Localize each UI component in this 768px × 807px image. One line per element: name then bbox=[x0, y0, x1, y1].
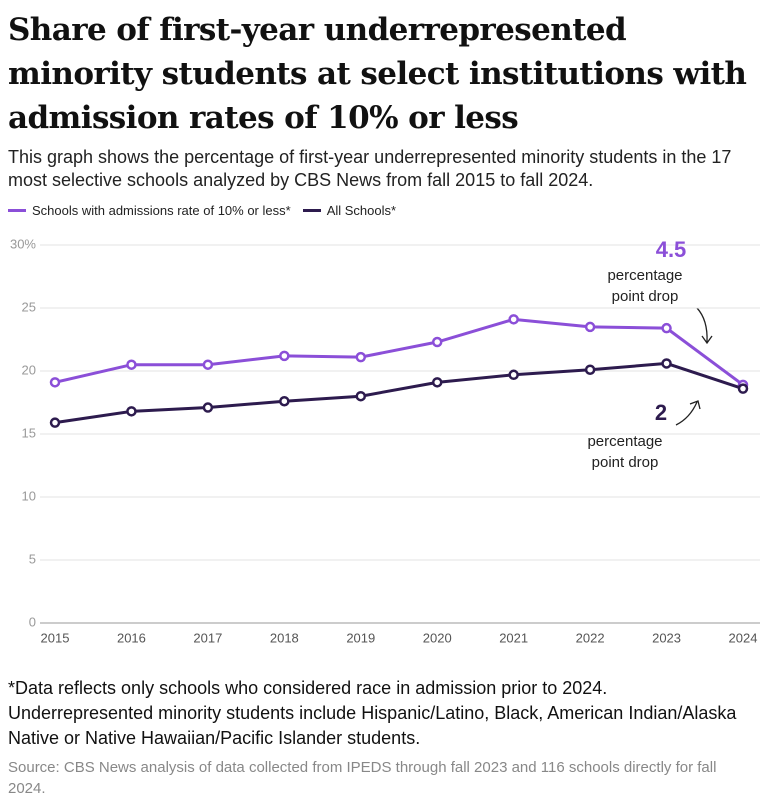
y-tick-label: 0 bbox=[29, 614, 36, 629]
x-tick-label: 2017 bbox=[193, 630, 222, 645]
data-point bbox=[355, 351, 367, 363]
data-point bbox=[431, 377, 443, 388]
data-point bbox=[126, 406, 137, 417]
data-point bbox=[661, 358, 672, 369]
legend-swatch bbox=[8, 209, 26, 212]
x-tick-label: 2021 bbox=[499, 630, 528, 645]
series-line bbox=[54, 317, 744, 387]
annotation-text: percentage bbox=[607, 267, 682, 284]
data-point bbox=[49, 417, 61, 428]
annotation-arrow bbox=[675, 400, 701, 426]
legend-item: Schools with admissions rate of 10% or l… bbox=[8, 203, 291, 218]
data-point bbox=[202, 359, 214, 370]
data-point bbox=[661, 322, 672, 334]
legend: Schools with admissions rate of 10% or l… bbox=[8, 203, 396, 218]
annotation-text: percentage bbox=[587, 433, 662, 450]
legend-label: Schools with admissions rate of 10% or l… bbox=[32, 203, 291, 218]
data-point bbox=[584, 364, 596, 375]
annotation-value: 4.5 bbox=[656, 237, 687, 262]
x-tick-label: 2020 bbox=[423, 630, 452, 645]
x-tick-label: 2018 bbox=[270, 630, 299, 645]
x-tick-label: 2015 bbox=[41, 630, 70, 645]
annotation-value: 2 bbox=[655, 400, 667, 425]
y-tick-label: 10 bbox=[22, 488, 36, 503]
data-point bbox=[126, 359, 137, 370]
data-point bbox=[49, 377, 61, 388]
chart-subtitle: This graph shows the percentage of first… bbox=[8, 147, 732, 190]
y-tick-label: 15 bbox=[22, 425, 36, 440]
data-point bbox=[737, 383, 749, 394]
legend-label: All Schools* bbox=[326, 203, 397, 218]
series-line bbox=[54, 361, 744, 425]
y-tick-label: 30% bbox=[10, 236, 36, 251]
annotation-arrow bbox=[696, 307, 713, 345]
source: Source: CBS News analysis of data collec… bbox=[8, 759, 717, 797]
data-point bbox=[355, 390, 367, 402]
x-tick-label: 2022 bbox=[576, 630, 605, 645]
y-tick-label: 25 bbox=[22, 299, 36, 314]
legend-swatch bbox=[302, 209, 321, 212]
data-point bbox=[202, 402, 214, 413]
y-tick-label: 20 bbox=[22, 362, 36, 377]
data-point bbox=[279, 350, 290, 362]
data-point bbox=[508, 314, 519, 325]
y-tick-label: 5 bbox=[29, 551, 36, 566]
data-point bbox=[279, 395, 290, 407]
x-tick-label: 2023 bbox=[652, 630, 681, 645]
chart-title: Share of first-year underrepresented min… bbox=[8, 12, 747, 136]
footnote: *Data reflects only schools who consider… bbox=[8, 678, 737, 748]
data-point bbox=[508, 369, 519, 381]
x-tick-label: 2016 bbox=[117, 630, 146, 645]
data-point bbox=[584, 321, 596, 333]
x-tick-label: 2024 bbox=[729, 630, 758, 645]
x-tick-label: 2019 bbox=[346, 630, 375, 645]
data-point bbox=[431, 336, 443, 348]
annotation-text: point drop bbox=[592, 454, 659, 471]
annotation-text: point drop bbox=[612, 288, 679, 305]
legend-item: All Schools* bbox=[302, 203, 397, 218]
